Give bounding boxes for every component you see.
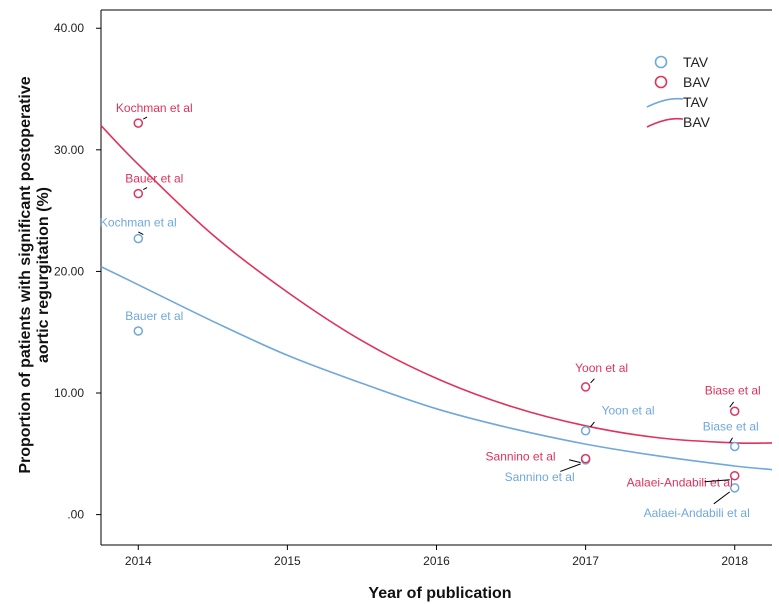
point-label: Sannino et al (505, 470, 575, 484)
fit-lines (100, 124, 773, 471)
data-point-bav (133, 188, 144, 199)
label-leader-line (729, 437, 733, 443)
point-label: Aalaei-Andabili et al (644, 506, 750, 520)
legend-label: BAV (683, 114, 711, 130)
point-label: Yoon et al (602, 404, 655, 418)
data-point-tav (580, 425, 591, 436)
label-leader-line (138, 231, 144, 236)
legend-label: BAV (683, 74, 711, 90)
point-labels: Kochman et al Bauer et al Yoon et al Sannin… (100, 101, 761, 520)
x-tick-label: 2014 (125, 554, 152, 568)
legend-marker-tav (654, 55, 668, 69)
point-label: Bauer et al (125, 309, 183, 323)
data-point-bav (580, 453, 591, 464)
label-leader-line (568, 459, 581, 464)
label-leader-line (590, 421, 595, 428)
fit-line-bav (100, 124, 773, 445)
point-label: Yoon et al (575, 361, 628, 375)
legend-line-bav (646, 117, 684, 128)
point-label: Aalaei-Andabili et al (627, 476, 733, 490)
point-label: Sannino et al (486, 450, 556, 464)
point-label: Biase et al (705, 383, 761, 397)
y-axis-title-line-2: aortic regurgitation (%) (35, 187, 52, 363)
axis-ticks: 2014 2015 2016 2017 2018 .00 10.00 20.00 30.00 40… (54, 21, 748, 568)
y-tick-label: 20.00 (54, 264, 84, 278)
legend-marker-bav (654, 75, 668, 89)
x-tick-label: 2015 (274, 554, 301, 568)
point-label: Bauer et al (125, 172, 183, 186)
x-tick-label: 2018 (721, 554, 748, 568)
label-leader-line (713, 491, 731, 505)
data-point-tav (729, 441, 740, 452)
data-point-bav (133, 118, 144, 128)
data-point-bav (729, 470, 740, 481)
point-label: Biase et al (703, 420, 759, 434)
data-points (133, 118, 740, 493)
data-point-tav (133, 233, 144, 244)
data-point-tav (729, 483, 740, 493)
data-point-bav (729, 406, 740, 416)
label-leader-line (143, 116, 148, 120)
x-tick-label: 2016 (423, 554, 450, 568)
y-tick-label: 40.00 (54, 21, 84, 35)
point-label: Kochman et al (100, 216, 177, 230)
legend-label: TAV (683, 94, 709, 110)
label-leader-line (704, 479, 730, 483)
label-leader-line (560, 463, 581, 472)
y-axis-title-line-1: Proportion of patients with significant … (17, 76, 34, 473)
label-leader-line (729, 401, 735, 408)
legend-label: TAV (683, 54, 709, 70)
y-tick-label: 10.00 (54, 386, 84, 400)
y-tick-label: 30.00 (54, 143, 84, 157)
legend-line-tav (646, 97, 684, 108)
label-leader-line (143, 187, 148, 191)
x-tick-label: 2017 (572, 554, 599, 568)
point-label: Kochman et al (116, 101, 193, 115)
plot-frame (100, 9, 772, 546)
y-tick-label: .00 (67, 508, 84, 522)
fit-line-tav (100, 265, 773, 471)
legend: TAV BAV TAV BAV (646, 54, 711, 130)
label-leader-line (590, 378, 595, 384)
y-axis-title: Proportion of patients with significant … (17, 76, 52, 473)
data-point-tav (133, 326, 144, 336)
data-point-bav (580, 382, 591, 392)
x-axis-title: Year of publication (368, 585, 511, 602)
